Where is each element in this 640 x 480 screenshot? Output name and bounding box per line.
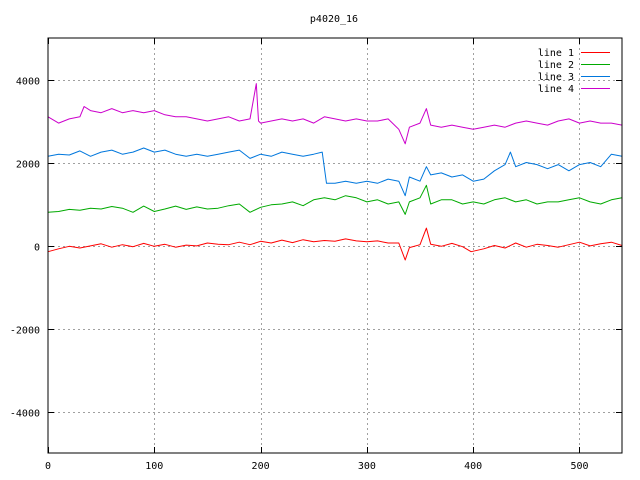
series-line-4 — [47, 83, 623, 145]
series-group — [47, 83, 623, 261]
x-tick-label: 300 — [358, 461, 376, 472]
x-tick-label: 400 — [464, 461, 482, 472]
x-tick-label: 0 — [45, 461, 51, 472]
x-tick-label: 500 — [570, 461, 588, 472]
y-tick-label: -2000 — [10, 326, 40, 337]
x-tick-label: 200 — [252, 461, 270, 472]
y-tick-label: -4000 — [10, 409, 40, 420]
y-tick-label: 2000 — [16, 160, 40, 171]
legend-label-3: line 3 — [538, 72, 574, 83]
chart-title: p4020_16 — [310, 14, 358, 25]
series-line-2 — [47, 184, 623, 215]
legend-label-4: line 4 — [538, 84, 574, 95]
legend-label-2: line 2 — [538, 60, 574, 71]
y-tick-label: 0 — [34, 243, 40, 254]
series-line-3 — [47, 147, 623, 197]
plot-frame — [47, 37, 623, 454]
legend-label-1: line 1 — [538, 48, 574, 59]
axis-ticks: 0 100 200 300 400 500 -4000 -2000 0 2000 4000 — [10, 38, 622, 472]
x-tick-label: 100 — [145, 461, 163, 472]
y-tick-label: 4000 — [16, 77, 40, 88]
series-line-1 — [47, 227, 623, 261]
grid-lines — [48, 38, 622, 453]
